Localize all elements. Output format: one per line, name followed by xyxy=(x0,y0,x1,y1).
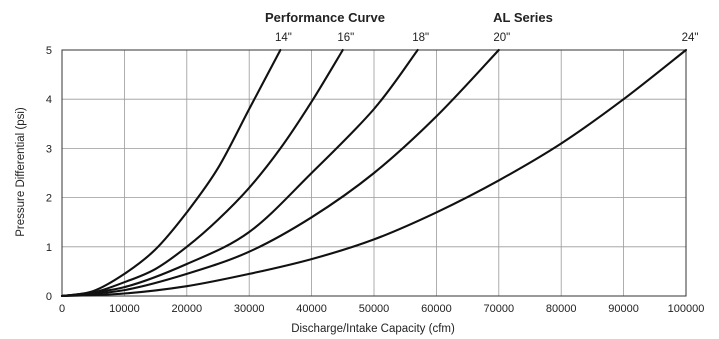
series-line-5 xyxy=(60,48,688,298)
x-tick-label: 20000 xyxy=(172,303,203,315)
y-axis-ticks: 0 1 2 3 4 5 xyxy=(46,45,52,303)
series-line-4 xyxy=(60,48,500,298)
plot-frame xyxy=(61,49,687,297)
series-line-2 xyxy=(60,48,344,298)
series-line-1 xyxy=(60,48,282,298)
x-tick-label: 60000 xyxy=(421,303,452,315)
x-tick-label: 80000 xyxy=(546,303,577,315)
x-axis-label: Discharge/Intake Capacity (cfm) xyxy=(291,323,455,335)
x-axis-ticks: 0 10000 20000 30000 40000 50000 60000 70000 8000… xyxy=(59,303,704,315)
series-line-3 xyxy=(60,48,419,298)
series-labels: 14" 16" 18" 20" 24" xyxy=(275,32,698,44)
x-tick-label: 30000 xyxy=(234,303,265,315)
series-label-2: 16" xyxy=(337,32,354,44)
x-tick-label: 10000 xyxy=(109,303,140,315)
chart-title: Performance Curve xyxy=(265,10,385,25)
y-tick-label: 1 xyxy=(46,242,52,254)
series-label-5: 24" xyxy=(682,32,699,44)
series-label-1: 14" xyxy=(275,32,292,44)
series-lines xyxy=(60,48,688,298)
y-tick-label: 2 xyxy=(46,193,52,205)
y-tick-label: 4 xyxy=(46,94,52,106)
chart-subtitle: AL Series xyxy=(493,10,553,25)
x-tick-label: 70000 xyxy=(484,303,515,315)
y-tick-label: 5 xyxy=(46,45,52,57)
x-tick-label: 50000 xyxy=(359,303,390,315)
y-axis-label: Pressure Differential (psi) xyxy=(15,107,27,237)
y-tick-label: 3 xyxy=(46,143,52,155)
x-tick-label: 0 xyxy=(59,303,65,315)
x-tick-label: 40000 xyxy=(296,303,327,315)
y-tick-label: 0 xyxy=(46,291,52,303)
series-label-3: 18" xyxy=(412,32,429,44)
x-tick-label: 100000 xyxy=(668,303,705,315)
series-label-4: 20" xyxy=(493,32,510,44)
x-tick-label: 90000 xyxy=(608,303,639,315)
